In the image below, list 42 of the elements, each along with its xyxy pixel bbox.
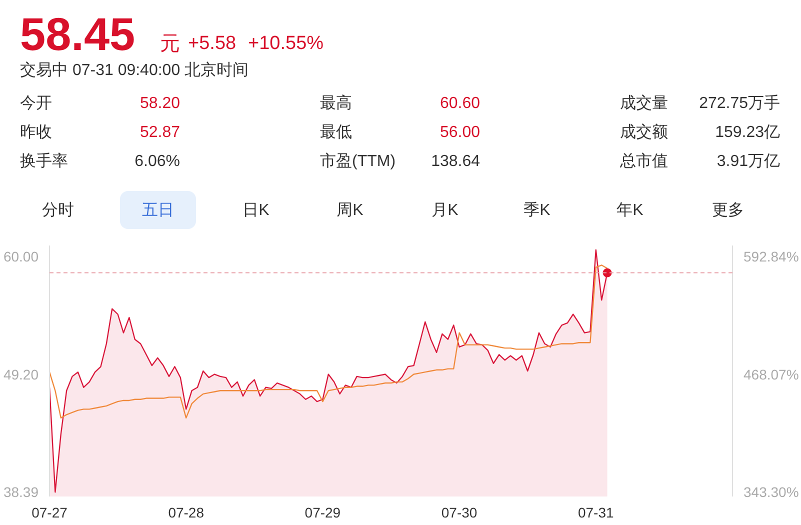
y2-tick-label: 468.07% [744,366,799,382]
text: 周K [336,201,364,221]
text: 交易中 07-31 09:40:00 北京时间 [20,60,249,81]
text: 56.00 [440,123,480,143]
text: 日K [242,201,270,221]
text: 更多 [712,201,744,221]
text: 58.20 [140,94,180,114]
text: 总市值 [620,152,668,172]
text: 元 [160,32,180,57]
y-tick-label: 49.20 [3,366,39,382]
text: 最低 [320,123,352,143]
y2-tick-label: 343.30% [744,484,799,500]
text: 年K [616,201,644,221]
y-tick-label: 60.00 [3,248,39,264]
text: 分时 [42,200,74,221]
text: 138.64 [431,152,480,172]
text: 159.23亿 [715,123,780,143]
text: 月K [432,201,458,221]
text: 五日 [142,201,174,221]
x-tick-label: 07-28 [168,504,204,520]
x-tick-label: 07-29 [304,504,341,520]
text: +5.58 [188,32,236,56]
text: 52.87 [140,123,180,143]
text: 市盈(TTM) [320,152,396,172]
text: 60.60 [440,94,480,114]
text: 今开 [20,94,52,114]
x-tick-label: 07-31 [578,504,614,520]
x-tick-label: 07-30 [441,504,478,520]
x-tick-label: 07-27 [32,504,68,520]
y2-tick-label: 592.84% [744,248,799,264]
text: 272.75万手 [699,94,780,114]
text: 昨收 [20,123,52,143]
text: 成交额 [620,122,668,143]
text: +10.55% [248,32,324,56]
text: 成交量 [620,94,668,114]
y-tick-label: 38.39 [3,484,39,500]
text: 3.91万亿 [716,152,780,172]
text: 换手率 [20,152,68,172]
chart-title: 58.45 [20,8,136,60]
text: 季K [524,200,550,221]
text: 6.06% [134,152,180,172]
text: 最高 [320,94,352,114]
